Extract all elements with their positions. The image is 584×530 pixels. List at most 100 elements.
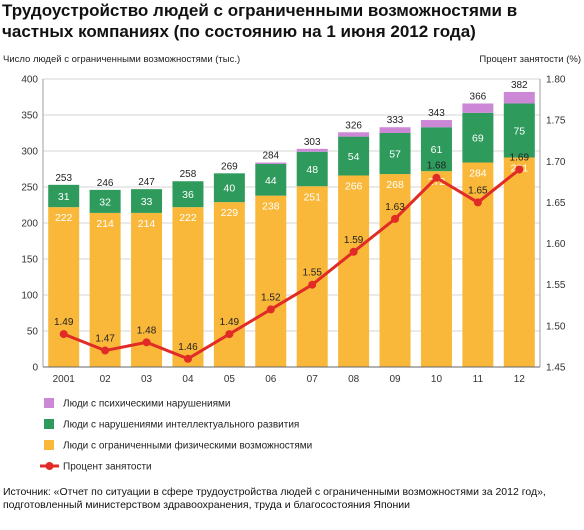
- legend-label: Процент занятости: [63, 462, 152, 473]
- legend-swatch-mental: [44, 398, 54, 408]
- bar-segment-intellectual: [213, 173, 245, 203]
- bar-value-label-physical: 229: [221, 207, 239, 219]
- bar-value-label-intellectual: 40: [224, 183, 236, 195]
- legend: Люди с психическими нарушениями Люди с на…: [40, 398, 312, 473]
- bar-value-label-intellectual: 54: [348, 151, 360, 163]
- legend-swatch-physical: [44, 440, 54, 450]
- bar-total-label: 258: [180, 169, 197, 180]
- right-tick-label: 1.65: [546, 198, 566, 209]
- x-tick-label: 10: [431, 374, 443, 385]
- percent-label: 1.59: [344, 235, 364, 246]
- bar-segment-physical: [172, 207, 204, 367]
- bar-total-label: 303: [304, 137, 321, 148]
- left-tick-label: 400: [21, 75, 38, 86]
- left-tick-label: 300: [21, 147, 38, 158]
- bar-segment-physical: [89, 212, 121, 367]
- legend-label: Люди с психическими нарушениями: [63, 399, 230, 410]
- percent-label: 1.69: [510, 153, 530, 164]
- bar-value-label-physical: 238: [262, 201, 280, 213]
- bar-segment-intellectual: [48, 184, 80, 208]
- bar-total-label: 284: [262, 151, 279, 162]
- percent-point: [183, 354, 192, 363]
- percent-label: 1.52: [261, 292, 281, 303]
- bar-segment-physical: [255, 195, 287, 367]
- right-tick-label: 1.45: [546, 363, 566, 374]
- percent-label: 1.65: [468, 185, 488, 196]
- source-note: Источник: «Отчет по ситуации в сфере тру…: [3, 486, 546, 511]
- percent-label: 1.55: [302, 268, 322, 279]
- left-axis-title: Число людей с ограниченными возможностям…: [3, 54, 240, 65]
- right-tick-label: 1.55: [546, 280, 566, 291]
- x-tick-label: 12: [514, 374, 526, 385]
- right-axis-title: Процент занятости (%): [479, 54, 581, 65]
- bar-segment-intellectual: [420, 127, 452, 172]
- bar-total-label: 247: [138, 177, 155, 188]
- x-tick-label: 07: [307, 374, 319, 385]
- left-tick-label: 200: [21, 219, 38, 230]
- right-tick-label: 1.60: [546, 239, 566, 250]
- bar-total-label: 382: [511, 80, 528, 91]
- bar-segment-intellectual: [255, 163, 287, 196]
- bar-value-label-physical: 214: [138, 218, 156, 230]
- bar-segment-physical: [338, 175, 370, 367]
- bar-segment-intellectual: [296, 151, 328, 187]
- bar-value-label-physical: 284: [469, 168, 487, 180]
- bar-total-label: 366: [470, 91, 487, 102]
- bar-value-label-intellectual: 36: [182, 189, 194, 201]
- bar-value-label-intellectual: 48: [306, 164, 318, 176]
- right-tick-label: 1.50: [546, 321, 566, 332]
- bar-value-label-intellectual: 33: [141, 196, 153, 208]
- x-tick-label: 04: [182, 374, 194, 385]
- bar-segment-mental: [462, 103, 494, 113]
- bar-segment-mental: [338, 132, 370, 137]
- left-tick-label: 100: [21, 291, 38, 302]
- bar-value-label-intellectual: 75: [513, 125, 525, 137]
- bar-segment-physical: [379, 174, 411, 367]
- left-tick-label: 250: [21, 183, 38, 194]
- percent-point: [432, 173, 441, 182]
- percent-point: [473, 198, 482, 207]
- bar-segment-physical: [503, 157, 535, 367]
- bar-value-label-intellectual: 32: [99, 196, 111, 208]
- x-tick-label: 05: [224, 374, 236, 385]
- bar-value-label-physical: 268: [386, 179, 404, 191]
- bar-value-label-physical: 214: [96, 218, 114, 230]
- x-tick-label: 2001: [53, 374, 76, 385]
- percent-point: [142, 338, 151, 347]
- left-tick-label: 350: [21, 111, 38, 122]
- bar-total-label: 246: [97, 178, 114, 189]
- x-tick-label: 09: [389, 374, 401, 385]
- bar-value-label-physical: 222: [179, 212, 197, 224]
- x-tick-label: 11: [473, 374, 484, 385]
- bar-segment-mental: [255, 162, 287, 164]
- x-tick-label: 08: [348, 374, 360, 385]
- percent-label: 1.48: [137, 325, 157, 336]
- percent-point: [349, 247, 358, 256]
- percent-point: [101, 346, 110, 355]
- x-tick-label: 02: [100, 374, 112, 385]
- left-tick-label: 150: [21, 255, 38, 266]
- bars: 222 31 253 214 32 246 214 33 247 222 36 258 229 40 269…: [48, 80, 535, 367]
- bar-value-label-physical: 251: [303, 191, 321, 203]
- bar-segment-physical: [420, 171, 452, 367]
- right-tick-label: 1.75: [546, 116, 566, 127]
- bar-segment-mental: [296, 148, 328, 152]
- left-tick-label: 0: [32, 363, 38, 374]
- bar-value-label-physical: 266: [345, 180, 363, 192]
- legend-line-marker: [45, 462, 54, 470]
- percent-point: [59, 330, 68, 339]
- bar-value-label-intellectual: 57: [389, 149, 401, 161]
- legend-label: Люди с нарушениями интеллектуального раз…: [63, 420, 299, 431]
- bar-total-label: 253: [55, 173, 72, 184]
- legend-swatch-intellectual: [44, 419, 54, 429]
- percent-label: 1.49: [54, 317, 74, 328]
- bar-segment-intellectual: [503, 103, 535, 158]
- percent-label: 1.63: [385, 202, 405, 213]
- bar-total-label: 269: [221, 161, 238, 172]
- bar-segment-intellectual: [379, 133, 411, 175]
- chart: Число людей с ограниченными возможностям…: [3, 54, 581, 473]
- bar-segment-intellectual: [462, 112, 494, 163]
- legend-label: Люди с ограниченными физическими возможн…: [63, 440, 312, 452]
- percent-point: [515, 165, 524, 174]
- percent-label: 1.49: [220, 317, 240, 328]
